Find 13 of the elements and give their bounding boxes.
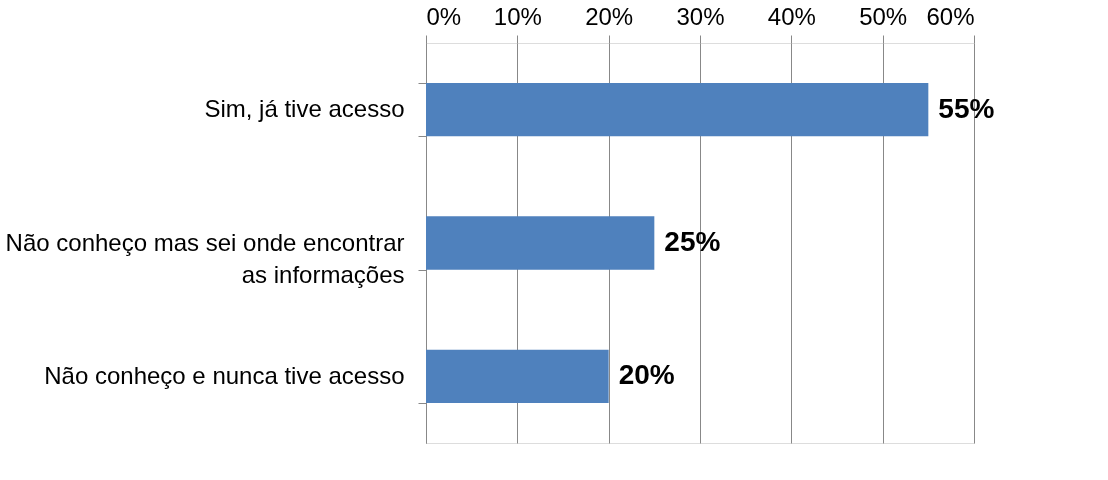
data-label: 25% (664, 226, 721, 257)
x-tick-label: 10% (493, 2, 542, 30)
x-tick-label: 60% (926, 2, 975, 30)
y-tick-label: Não conheço e nunca tive acesso (44, 361, 405, 389)
x-tick-label: 50% (859, 2, 908, 30)
data-label: 20% (618, 359, 675, 391)
data-label: 55% (938, 92, 995, 124)
x-tick-label: 0% (426, 2, 462, 30)
x-tick-label: 20% (585, 2, 634, 30)
y-tick-label: Sim, já tive acesso (204, 95, 405, 123)
x-tick-label: 40% (767, 2, 816, 30)
x-tick-label: 30% (676, 2, 725, 30)
y-tick-label: Não conheço mas sei onde encontrar as informações (5, 228, 405, 288)
